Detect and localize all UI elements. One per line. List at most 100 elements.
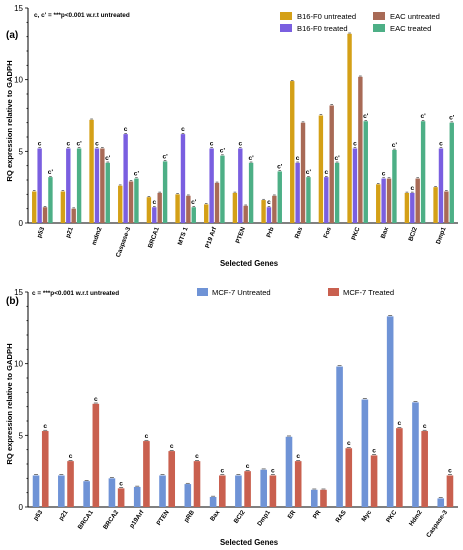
bar-eac-untreated-pten: [243, 205, 248, 223]
significance-label: c': [105, 155, 111, 162]
bar-mcf-7-treated-bcl2: [244, 471, 251, 507]
panel-b-x-axis-label: Selected Genes: [220, 538, 279, 547]
x-tick-label-prb: pRB: [183, 509, 196, 524]
x-tick-label-p19arf: p19Arf: [128, 508, 146, 529]
bar-eac-treated-bax: [392, 149, 397, 223]
bar-mcf-7-untreated-p53: [32, 475, 40, 507]
bar-mcf-7-treated-hdm2: [421, 431, 428, 507]
legend-label-mcf7-treated: MCF-7 Treated: [343, 288, 394, 297]
bar-eac-untreated-mts-1: [186, 195, 191, 223]
bar-mcf-7-untreated-p19arf: [133, 486, 141, 507]
x-tick-label-pten: PTEN: [155, 509, 171, 527]
legend-swatch-b16-treated: [280, 24, 292, 32]
x-tick-label-myc: Myc: [360, 509, 373, 523]
bar-mcf-7-treated-caspase-3: [446, 475, 454, 507]
significance-label: c: [324, 169, 328, 176]
legend-swatch-mcf7-untreated: [197, 288, 208, 296]
bar-b16-f0-treated-bax: [381, 178, 386, 223]
bar-mcf-7-treated-prb: [193, 461, 201, 507]
significance-label: c: [267, 199, 271, 206]
legend-label-b16-treated: B16-F0 treated: [297, 24, 348, 33]
x-tick-label-mts-1: MTS 1: [177, 226, 190, 246]
legend-swatch-mcf7-treated: [328, 288, 339, 296]
bar-eac-untreated-bax: [386, 178, 392, 223]
significance-label: c: [94, 396, 98, 403]
significance-label: c: [238, 140, 242, 147]
bar-mcf-7-untreated-brca1: [83, 481, 90, 507]
x-tick-label-pr: PR: [312, 509, 323, 521]
panel-b-legend: MCF-7 Untreated MCF-7 Treated: [197, 288, 394, 297]
x-tick-label-mdm2: mdm2: [91, 226, 104, 246]
bar-b16-f0-treated-pkc: [352, 148, 358, 223]
bar-eac-treated-brca1: [162, 161, 168, 223]
significance-label: c': [220, 148, 226, 155]
significance-label: c': [191, 199, 197, 206]
significance-label: c': [248, 155, 254, 162]
significance-label: c: [66, 140, 70, 147]
panel-b-annotation: c = ***p<0.001 w.r.t untreated: [32, 290, 119, 297]
bar-mcf-7-untreated-prb: [184, 484, 192, 507]
bar-eac-untreated-p21: [71, 208, 76, 223]
bar-b16-f0-untreated-pten: [232, 192, 238, 223]
panel-b-label: (b): [6, 296, 19, 307]
bar-b16-f0-untreated-ras: [290, 81, 295, 223]
panel-a-legend: B16-F0 untreated B16-F0 treated EAC untr…: [280, 12, 440, 33]
bar-mcf-7-untreated-myc: [361, 399, 369, 507]
y-tick-label: 5: [19, 431, 24, 440]
significance-label: c: [124, 126, 128, 133]
x-tick-label-bax: Bax: [380, 226, 391, 240]
bar-mcf-7-treated-pten: [168, 451, 176, 507]
significance-label: c: [152, 199, 156, 206]
y-tick-label: 10: [14, 76, 23, 85]
x-tick-label-bcl2: BCl2: [407, 226, 419, 242]
bar-b16-f0-untreated-p21: [60, 191, 66, 223]
significance-label: c': [420, 113, 426, 120]
panel-a: (a) c, c' = ***p<0.001 w.r.t untreated R…: [5, 4, 458, 268]
bar-eac-untreated-pkc: [358, 76, 363, 223]
bar-mcf-7-treated-dmp1: [269, 475, 277, 507]
bar-b16-f0-untreated-p53: [32, 191, 37, 223]
significance-label: c: [347, 440, 351, 447]
bar-b16-f0-untreated-pkc: [347, 33, 352, 223]
bar-b16-f0-treated-pten: [238, 148, 243, 223]
bar-eac-untreated-p53: [42, 207, 48, 223]
x-tick-label-p53: p53: [36, 226, 46, 239]
bar-b16-f0-treated-p53: [37, 148, 42, 223]
bar-eac-treated-prb: [277, 171, 282, 223]
x-tick-label-p53: p53: [32, 509, 44, 522]
x-tick-label-fos: Fos: [322, 226, 333, 239]
bar-mcf-7-untreated-er: [285, 436, 293, 507]
significance-label: c: [296, 453, 300, 460]
bar-eac-treated-dmp1: [449, 122, 454, 223]
significance-label: c: [398, 420, 402, 427]
significance-label: c: [145, 433, 149, 440]
significance-label: c: [170, 443, 174, 450]
bar-b16-f0-treated-caspase-3: [123, 134, 128, 223]
panel-b: (b) c = ***p<0.001 w.r.t untreated RQ ex…: [5, 288, 458, 547]
significance-label: c: [271, 467, 275, 474]
bar-mcf-7-treated-pkc: [396, 428, 403, 507]
legend-label-eac-untreated: EAC untreated: [390, 12, 440, 21]
significance-label: c': [334, 155, 340, 162]
bar-b16-f0-treated-mdm2: [94, 148, 100, 223]
significance-label: c: [220, 467, 224, 474]
significance-label: c: [382, 171, 386, 178]
x-tick-label-caspase-3: Caspase-3: [425, 509, 449, 539]
bar-eac-untreated-mdm2: [100, 148, 105, 223]
significance-label: c: [69, 453, 73, 460]
bar-mcf-7-treated-bax: [219, 475, 226, 507]
bar-b16-f0-treated-prb: [266, 207, 272, 223]
bar-mcf-7-untreated-pten: [159, 475, 166, 507]
significance-label: c: [210, 140, 214, 147]
bar-mcf-7-untreated-p21: [58, 475, 65, 507]
bar-mcf-7-untreated-dmp1: [260, 469, 267, 507]
bar-eac-untreated-brca1: [157, 192, 162, 223]
legend-label-b16-untreated: B16-F0 untreated: [297, 12, 356, 21]
bar-b16-f0-treated-p21: [66, 148, 71, 223]
bar-mcf-7-untreated-bcl2: [235, 475, 242, 507]
x-tick-label-dmp1: Dmp1: [256, 509, 272, 528]
bar-b16-f0-treated-fos: [324, 177, 329, 223]
significance-label: c': [392, 142, 398, 149]
x-tick-label-er: ER: [286, 509, 297, 521]
bar-mcf-7-untreated-pkc: [386, 316, 394, 507]
